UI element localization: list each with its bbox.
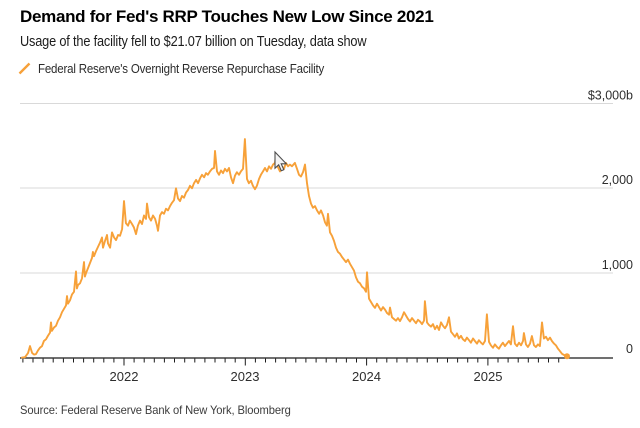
x-axis-ticks xyxy=(22,358,560,366)
chart-legend: Federal Reserve's Overnight Reverse Repu… xyxy=(17,61,349,76)
y-tick-label-3000: $3,000b xyxy=(588,89,633,103)
subtitle-wrap: Usage of the facility fell to $21.07 bil… xyxy=(20,33,414,51)
slash-icon xyxy=(18,62,31,75)
y-tick-label-2000: 2,000 xyxy=(602,173,633,187)
source-wrap: Source: Federal Reserve Bank of New York… xyxy=(20,401,311,419)
y-tick-label-1000: 1,000 xyxy=(602,258,633,272)
y-tick-label-0: 0 xyxy=(626,342,633,356)
source-text: Source: Federal Reserve Bank of New York… xyxy=(20,403,291,417)
series-endpoint-marker xyxy=(564,353,570,360)
x-tick-label-2023: 2023 xyxy=(231,369,260,384)
x-tick-label-2022: 2022 xyxy=(110,369,139,384)
x-tick-label-2025: 2025 xyxy=(474,369,503,384)
page-title: Demand for Fed's RRP Touches New Low Sin… xyxy=(20,7,434,26)
legend-label: Federal Reserve's Overnight Reverse Repu… xyxy=(38,61,325,76)
mouse-cursor-icon[interactable] xyxy=(274,150,288,172)
x-tick-label-2024: 2024 xyxy=(352,369,381,384)
rrp-series-line xyxy=(21,138,568,359)
chart-subtitle: Usage of the facility fell to $21.07 bil… xyxy=(20,34,367,50)
